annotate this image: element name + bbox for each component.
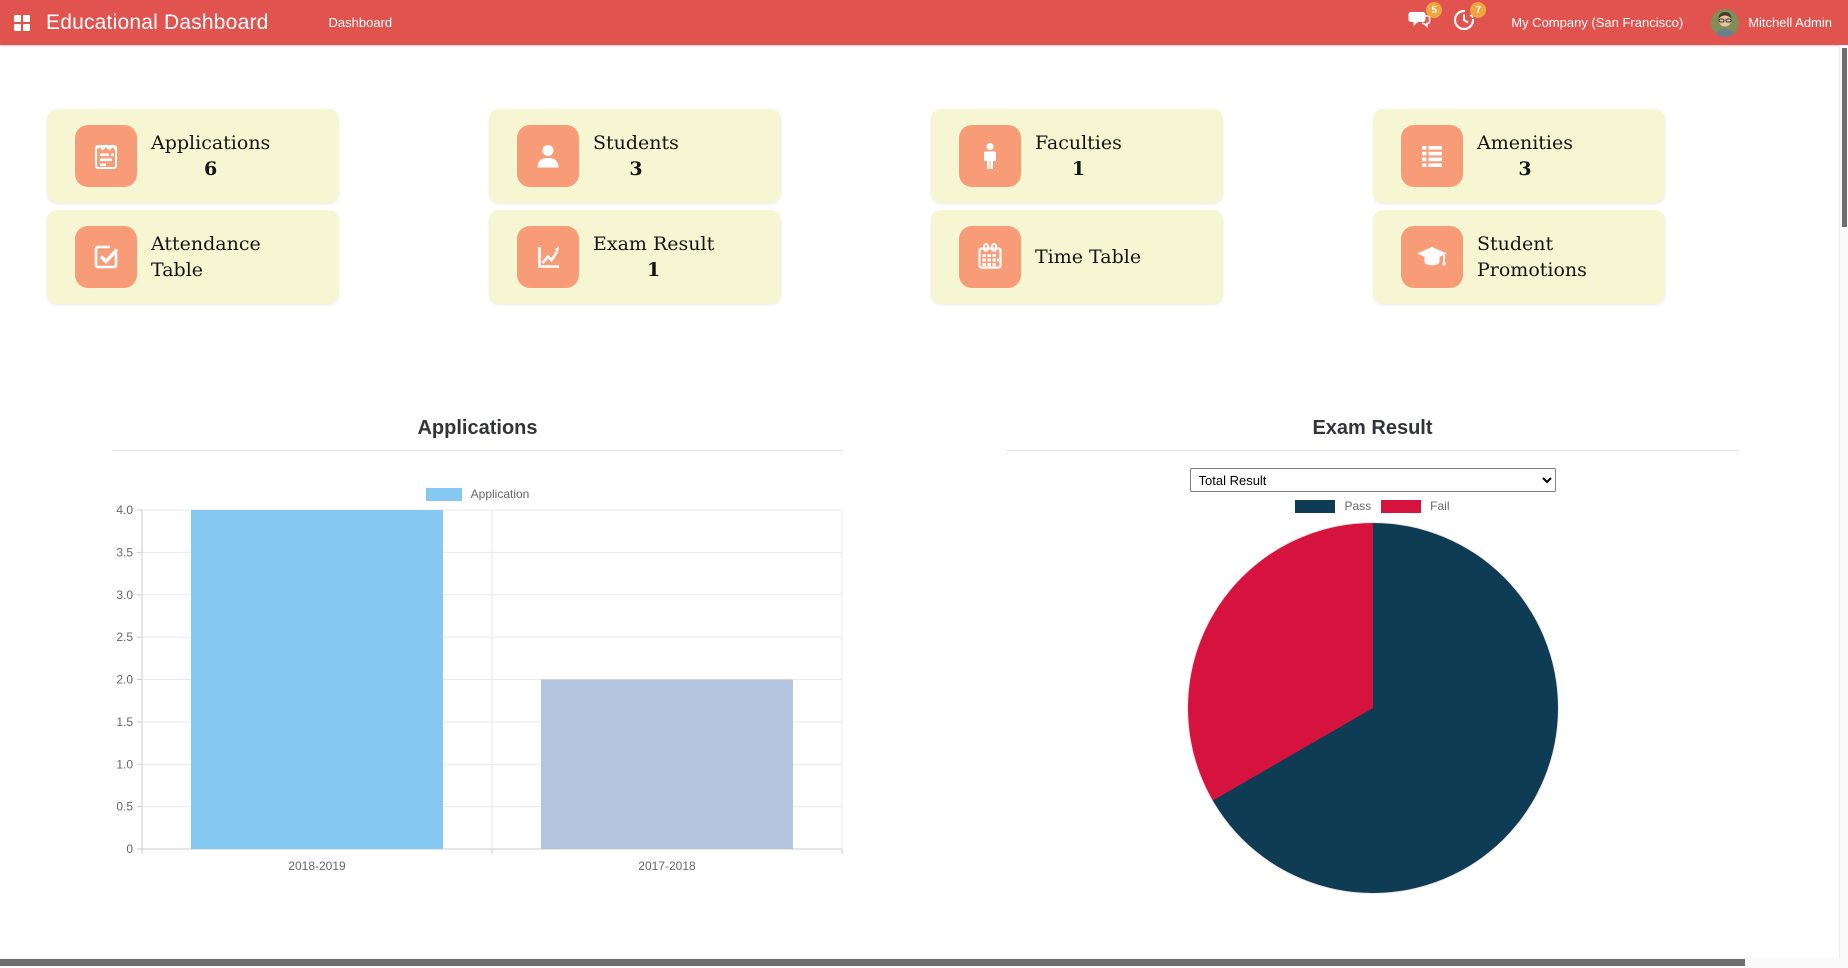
svg-text:3.5: 3.5 <box>116 545 133 559</box>
applications-bar-chart[interactable]: 0 0.5 1.0 1.5 2.0 2.5 3.0 3.5 4.0 2018-2019 2017-2… <box>112 504 843 879</box>
bar-chart-legend[interactable]: Application <box>112 487 843 501</box>
apps-menu-icon[interactable] <box>14 14 30 31</box>
menu-dashboard[interactable]: Dashboard <box>328 15 393 30</box>
svg-text:2.5: 2.5 <box>116 630 133 644</box>
card-label: Time Table <box>1035 246 1142 268</box>
legend-item-fail[interactable]: Fail <box>1381 499 1450 513</box>
result-filter-select[interactable]: Total Result <box>1189 468 1556 492</box>
user-avatar[interactable] <box>1711 8 1740 37</box>
attendance-check-icon <box>75 226 137 288</box>
applications-chart-title: Applications <box>417 417 538 439</box>
card-label: Applications <box>151 132 271 154</box>
card-exam-result[interactable]: Exam Result 1 <box>489 210 781 304</box>
card-count: 3 <box>1518 158 1532 180</box>
charts-row: Applications Application 0 0.5 1.0 1.5 2.0 2.… <box>0 416 1848 893</box>
fail-legend-label: Fail <box>1430 499 1450 513</box>
exam-result-pie-chart[interactable] <box>1187 523 1558 893</box>
card-student-promotions[interactable]: Student Promotions <box>1373 210 1665 304</box>
card-label: Faculties <box>1035 132 1122 154</box>
legend-item-pass[interactable]: Pass <box>1295 499 1371 513</box>
svg-text:0.5: 0.5 <box>116 800 133 814</box>
messages-badge: 5 <box>1426 2 1443 18</box>
bar-segment-2018-2019[interactable] <box>191 510 443 849</box>
bar-segment-2017-2018[interactable] <box>541 679 793 850</box>
card-students[interactable]: Students 3 <box>489 109 781 203</box>
svg-text:2.0: 2.0 <box>116 673 133 687</box>
card-label: Exam Result <box>593 233 715 255</box>
horizontal-scrollbar-thumb[interactable] <box>0 959 1745 966</box>
card-time-table[interactable]: Time Table <box>931 210 1223 304</box>
card-applications[interactable]: Applications 6 <box>47 109 339 203</box>
pass-legend-swatch <box>1295 499 1336 513</box>
card-count: 1 <box>1071 158 1086 180</box>
application-legend-label: Application <box>470 487 530 501</box>
pass-legend-label: Pass <box>1344 499 1372 513</box>
x-tick-label: 2018-2019 <box>288 859 346 873</box>
vertical-scrollbar-thumb[interactable] <box>1842 48 1847 227</box>
fail-legend-swatch <box>1381 499 1422 513</box>
company-switcher[interactable]: My Company (San Francisco) <box>1511 15 1684 30</box>
card-count: 6 <box>204 158 218 180</box>
card-faculties[interactable]: Faculties 1 <box>931 109 1223 203</box>
horizontal-scrollbar-track[interactable] <box>0 958 1848 968</box>
calendar-icon <box>959 226 1021 288</box>
clipboard-list-icon <box>75 125 137 187</box>
faculty-icon <box>959 125 1021 187</box>
card-attendance-table[interactable]: Attendance Table <box>47 210 339 304</box>
card-amenities[interactable]: Amenities 3 <box>1373 109 1665 203</box>
x-tick-label: 2017-2018 <box>638 859 696 873</box>
application-legend-swatch <box>425 487 462 501</box>
card-label: Amenities <box>1477 132 1574 154</box>
vertical-scrollbar-track[interactable] <box>1839 45 1848 968</box>
activities-button[interactable]: 7 <box>1453 2 1487 36</box>
list-icon <box>1401 125 1463 187</box>
exam-result-chart-panel: Exam Result Total Result Pass Fail <box>1006 416 1739 893</box>
top-navbar: Educational Dashboard Dashboard 5 7 My C… <box>0 0 1848 45</box>
exam-line-chart-icon <box>517 226 579 288</box>
svg-text:0: 0 <box>126 842 133 856</box>
user-name[interactable]: Mitchell Admin <box>1748 15 1832 30</box>
svg-text:1.5: 1.5 <box>116 715 133 729</box>
messages-button[interactable]: 5 <box>1407 2 1443 36</box>
student-icon <box>517 125 579 187</box>
divider <box>1006 450 1739 451</box>
card-label: Students <box>593 132 679 154</box>
divider <box>112 450 843 451</box>
graduation-cap-icon <box>1401 226 1463 288</box>
card-count: 3 <box>629 158 643 180</box>
kpi-cards-grid: Applications 6 Students 3 Faculties 1 <box>40 109 1808 304</box>
app-title[interactable]: Educational Dashboard <box>46 10 269 34</box>
applications-chart-panel: Applications Application 0 0.5 1.0 1.5 2.0 2.… <box>112 416 843 893</box>
svg-text:4.0: 4.0 <box>116 504 133 517</box>
card-count: 1 <box>646 259 661 281</box>
activities-badge: 7 <box>1470 2 1487 18</box>
svg-text:1.0: 1.0 <box>116 757 133 771</box>
card-label: Student Promotions <box>1477 233 1587 281</box>
card-label: Attendance Table <box>151 233 261 281</box>
pie-chart-legend: Pass Fail <box>1290 499 1454 513</box>
exam-result-chart-title: Exam Result <box>1312 417 1433 439</box>
svg-text:3.0: 3.0 <box>116 588 133 602</box>
